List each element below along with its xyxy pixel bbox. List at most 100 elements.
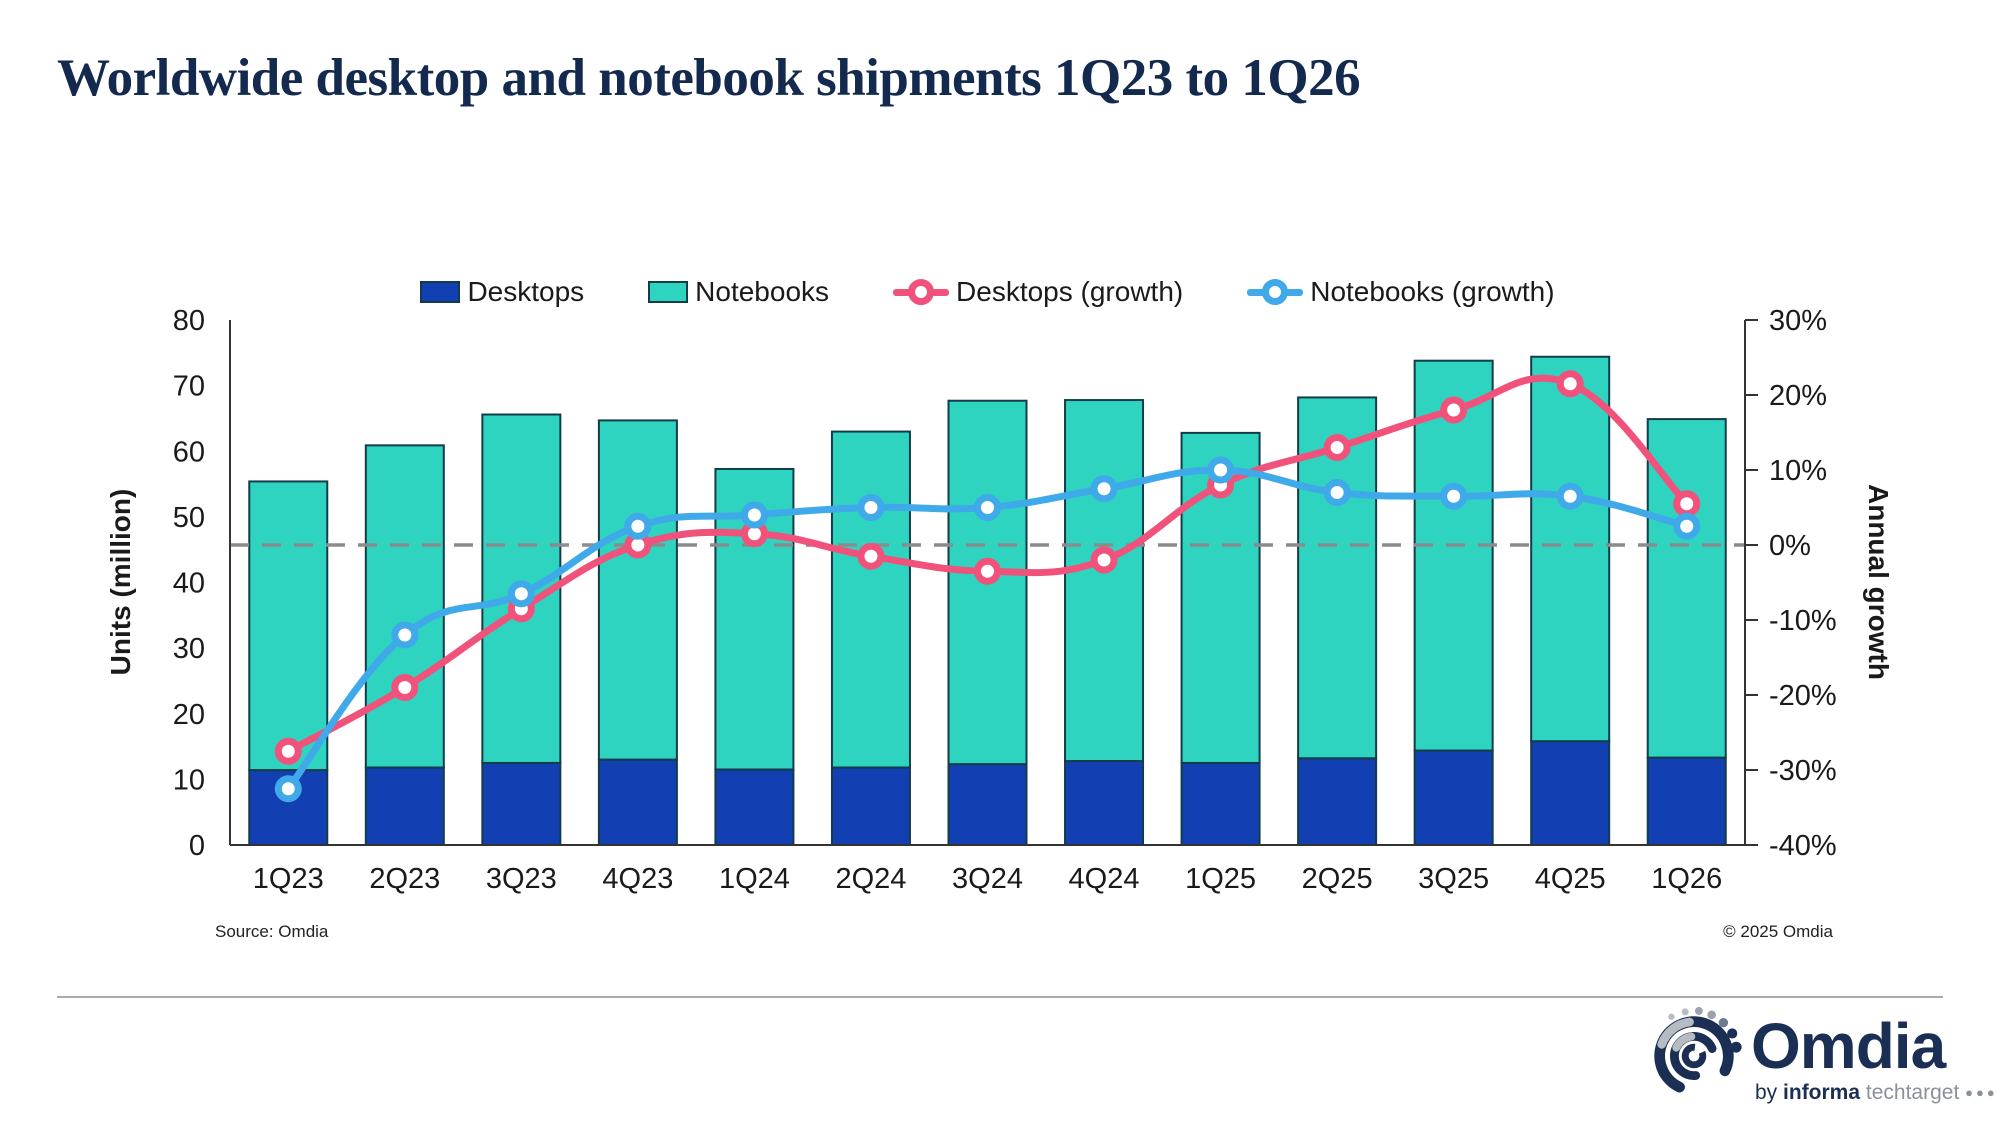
- omdia-logo-tagline: by informa techtarget ●●●: [1755, 1081, 1998, 1105]
- legend-line-sample: [1247, 278, 1304, 306]
- legend-label: Desktops: [467, 276, 585, 307]
- bar-segment-desktops: [1180, 761, 1261, 846]
- footer-divider: [57, 996, 1943, 998]
- bar-segment-desktops: [597, 758, 678, 846]
- x-tick-label: 4Q23: [602, 863, 673, 895]
- x-tick-label: 4Q25: [1535, 863, 1606, 895]
- y-tick-label-left: 40: [173, 568, 205, 600]
- y-tick-label-left: 60: [173, 436, 205, 468]
- omdia-logo-word: Omdia: [1751, 1010, 1946, 1082]
- bar-segment-notebooks: [248, 480, 329, 772]
- y-tick-label-right: 20%: [1769, 380, 1827, 412]
- bar-segment-desktops: [1064, 760, 1145, 846]
- growth-marker-notebooks: [1090, 475, 1118, 503]
- growth-marker-desktops: [974, 557, 1001, 585]
- bar-segment-notebooks: [1064, 399, 1145, 762]
- growth-marker-desktops: [1673, 490, 1701, 518]
- y-tick-label-left: 30: [173, 633, 205, 665]
- x-tick-label: 1Q23: [253, 863, 324, 895]
- legend: Desktops Notebooks Desktops (growth) Notebo…: [230, 276, 1745, 308]
- y-tick-label-left: 20: [173, 699, 205, 731]
- growth-marker-notebooks: [1673, 512, 1701, 540]
- legend-label: Notebooks (growth): [1310, 276, 1555, 307]
- growth-marker-notebooks: [1207, 456, 1235, 484]
- x-tick-label: 4Q24: [1069, 863, 1140, 895]
- legend-swatch: [420, 281, 461, 303]
- logo-by: by: [1755, 1081, 1778, 1104]
- y-tick-label-left: 0: [189, 830, 205, 862]
- y-tick-label-right: 10%: [1769, 455, 1827, 487]
- x-tick-label: 1Q24: [719, 863, 790, 895]
- bar-segment-notebooks: [364, 444, 445, 769]
- copyright-note: © 2025 Omdia: [1723, 922, 1833, 941]
- omdia-logo: Omdia by informa techtarget ●●●: [1645, 1005, 1995, 1115]
- y-tick-label-right: -10%: [1769, 605, 1837, 637]
- bar-segment-desktops: [1413, 749, 1494, 846]
- growth-marker-desktops: [391, 674, 419, 701]
- bar-segment-desktops: [1297, 757, 1378, 846]
- bar-segment-notebooks: [1530, 355, 1611, 743]
- bar-segment-notebooks: [1413, 359, 1494, 752]
- growth-marker-desktops: [1556, 370, 1584, 398]
- y-tick-label-right: -30%: [1769, 755, 1837, 787]
- y-tick-label-left: 50: [173, 502, 205, 534]
- right-axis-title: Annual growth: [1863, 484, 1894, 680]
- legend-swatch: [648, 281, 689, 303]
- y-tick-label-left: 10: [173, 764, 205, 796]
- growth-marker-desktops: [1440, 396, 1468, 424]
- growth-marker-notebooks: [974, 494, 1001, 521]
- x-tick-label: 2Q24: [835, 863, 906, 895]
- bar-segment-desktops: [364, 766, 445, 846]
- bar-segment-desktops: [1530, 740, 1611, 846]
- legend-label: Notebooks: [695, 276, 830, 307]
- growth-marker-desktops: [274, 737, 302, 765]
- x-tick-label: 2Q23: [369, 863, 440, 895]
- bar-segment-notebooks: [597, 419, 678, 761]
- logo-dots: ●●●: [1965, 1085, 1998, 1100]
- growth-marker-notebooks: [857, 494, 885, 521]
- y-tick-label-left: 80: [173, 305, 205, 337]
- source-note: Source: Omdia: [215, 922, 329, 941]
- x-tick-label: 3Q23: [486, 863, 557, 895]
- bar-segment-notebooks: [830, 430, 911, 769]
- growth-marker-notebooks: [274, 775, 302, 803]
- legend-label: Desktops (growth): [956, 276, 1184, 307]
- growth-marker-desktops: [1090, 546, 1118, 574]
- bar-segment-desktops: [714, 768, 795, 846]
- bar-segment-desktops: [481, 761, 562, 846]
- y-tick-label-left: 70: [173, 371, 205, 403]
- legend-item-notebooks: Notebooks: [648, 276, 829, 308]
- logo-informa: informa: [1783, 1081, 1861, 1104]
- growth-marker-desktops: [1323, 434, 1351, 461]
- legend-item-desktops-growth: Desktops (growth): [893, 276, 1183, 308]
- bar-segment-desktops: [947, 763, 1028, 846]
- bar-segment-desktops: [1646, 756, 1727, 846]
- y-tick-label-right: 0%: [1769, 530, 1811, 562]
- growth-marker-notebooks: [1556, 482, 1584, 510]
- legend-item-notebooks-growth: Notebooks (growth): [1247, 276, 1555, 308]
- omdia-logo-mark: [1654, 1007, 1742, 1096]
- chart-title: Worldwide desktop and notebook shipments…: [57, 49, 1361, 107]
- growth-marker-notebooks: [1440, 482, 1468, 510]
- legend-item-desktops: Desktops: [420, 276, 584, 308]
- x-tick-label: 1Q25: [1185, 863, 1256, 895]
- growth-marker-desktops: [857, 542, 885, 570]
- legend-line-sample: [893, 278, 950, 306]
- growth-marker-notebooks: [1323, 479, 1351, 506]
- growth-marker-notebooks: [507, 580, 535, 608]
- bar-segment-desktops: [830, 766, 911, 846]
- y-tick-label-right: -20%: [1769, 680, 1837, 712]
- logo-dot-arc: [1668, 1007, 1742, 1053]
- growth-marker-notebooks: [624, 512, 652, 540]
- left-axis-title: Units (million): [105, 488, 136, 676]
- logo-techtarget: techtarget: [1865, 1081, 1960, 1104]
- y-tick-label-right: 30%: [1769, 305, 1827, 337]
- x-tick-label: 3Q25: [1418, 863, 1489, 895]
- growth-marker-notebooks: [391, 621, 419, 649]
- x-tick-label: 2Q25: [1302, 863, 1373, 895]
- growth-marker-notebooks: [740, 501, 768, 529]
- x-tick-label: 3Q24: [952, 863, 1023, 895]
- y-tick-label-right: -40%: [1769, 830, 1837, 862]
